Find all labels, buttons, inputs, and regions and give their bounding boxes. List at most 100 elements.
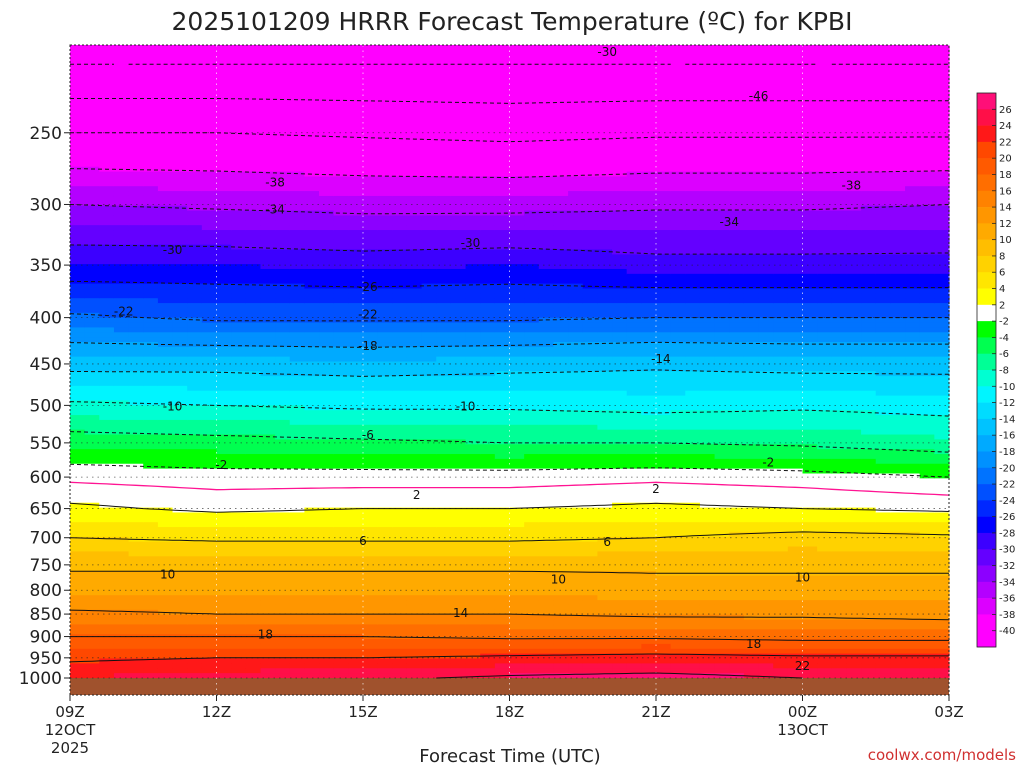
field-cell [216,371,232,377]
field-cell [70,191,86,197]
field-cell [187,361,203,367]
field-cell [216,507,232,514]
field-cell [406,483,423,489]
field-cell [465,152,481,158]
field-cell [172,254,188,260]
field-cell [406,488,423,494]
field-cell [231,424,247,431]
field-cell [568,590,584,596]
field-cell [626,200,642,207]
field-cell [304,497,320,504]
field-cell [157,556,174,562]
field-cell [99,604,115,611]
field-cell [275,595,291,601]
field-cell [436,64,452,70]
field-cell [553,307,569,314]
field-cell [216,492,232,499]
field-cell [128,317,144,324]
field-cell [597,249,613,255]
field-cell [70,103,86,109]
field-cell [348,264,364,270]
field-cell [597,108,613,114]
field-cell [172,380,188,387]
field-cell [245,278,262,285]
field-cell [304,531,320,538]
field-cell [465,444,481,450]
field-cell [216,449,232,455]
field-cell [245,556,262,562]
field-cell [99,283,115,290]
field-cell [582,434,598,441]
field-cell [450,395,467,402]
field-cell [70,585,86,591]
field-cell [509,147,525,153]
field-cell [494,283,511,290]
field-cell [436,419,452,426]
field-cell [128,268,144,275]
field-cell [406,195,423,202]
field-cell [538,488,555,494]
field-cell [524,546,540,552]
field-cell [113,210,130,217]
field-cell [509,186,525,192]
field-cell [582,293,598,299]
field-cell [538,541,555,548]
field-cell [260,98,276,105]
field-cell [524,54,540,61]
field-cell [582,45,598,51]
field-cell [260,103,276,109]
field-cell [377,512,393,518]
field-cell [509,113,525,119]
field-cell [524,45,540,51]
field-cell [84,346,100,353]
field-cell [582,147,598,153]
field-cell [128,303,144,309]
field-cell [157,497,174,504]
field-cell [289,346,305,353]
field-cell [245,156,262,163]
field-cell [538,103,555,109]
field-cell [494,317,511,324]
field-cell [480,254,496,260]
field-cell [406,556,423,562]
field-cell [582,113,598,119]
field-cell [172,488,188,494]
field-cell [245,98,262,105]
field-cell [465,580,481,587]
field-cell [113,590,130,596]
field-cell [406,419,423,426]
field-cell [113,254,130,260]
field-cell [421,137,437,143]
field-cell [597,83,613,90]
field-cell [289,673,305,679]
field-cell [157,283,174,290]
field-cell [143,434,159,441]
field-cell [187,492,203,499]
field-cell [465,307,481,314]
field-cell [319,254,335,260]
field-cell [157,225,174,231]
field-cell [157,103,174,109]
field-cell [348,380,364,387]
field-cell [436,346,452,353]
field-cell [568,118,584,124]
field-cell [231,600,247,606]
field-cell [582,230,598,236]
field-cell [392,254,408,260]
field-cell [319,49,335,56]
field-cell [70,405,86,411]
field-cell [406,390,423,397]
field-cell [113,346,130,353]
field-cell [494,371,511,377]
field-cell [201,492,218,499]
field-cell [524,507,540,514]
field-cell [612,517,628,523]
field-cell [568,643,584,650]
field-cell [289,551,305,557]
field-cell [84,424,100,431]
field-cell [538,595,555,601]
field-cell [289,376,305,382]
field-cell [538,210,555,217]
field-cell [377,561,393,567]
field-cell [245,361,262,367]
